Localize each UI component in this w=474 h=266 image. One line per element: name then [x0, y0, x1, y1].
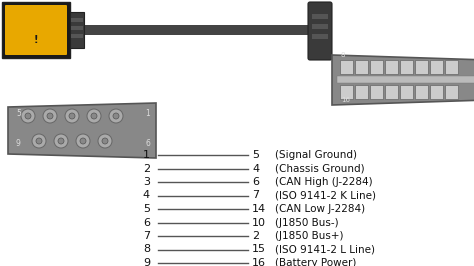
Bar: [36, 16, 40, 23]
Bar: [22, 25, 27, 30]
Bar: [355, 60, 368, 74]
Text: (Battery Power): (Battery Power): [275, 258, 356, 266]
Bar: [312, 34, 328, 39]
Circle shape: [102, 138, 108, 144]
Text: (J1850 Bus+): (J1850 Bus+): [275, 231, 344, 241]
Text: 4: 4: [252, 164, 259, 173]
Text: 8: 8: [143, 244, 150, 255]
Circle shape: [113, 113, 119, 119]
Polygon shape: [332, 55, 474, 105]
Bar: [40, 16, 44, 23]
Bar: [312, 24, 328, 29]
Text: 6: 6: [252, 177, 259, 187]
Text: 7: 7: [143, 231, 150, 241]
Bar: [415, 60, 428, 74]
Bar: [385, 85, 398, 99]
Text: 2: 2: [143, 164, 150, 173]
Bar: [430, 60, 443, 74]
Circle shape: [58, 138, 64, 144]
Text: 6: 6: [143, 218, 150, 227]
Text: 3: 3: [143, 177, 150, 187]
Bar: [340, 85, 353, 99]
Circle shape: [109, 109, 123, 123]
Bar: [400, 60, 413, 74]
Text: 6: 6: [145, 139, 150, 148]
Bar: [337, 76, 474, 83]
Bar: [312, 14, 328, 19]
Text: 16: 16: [341, 97, 350, 103]
Text: (J1850 Bus-): (J1850 Bus-): [275, 218, 338, 227]
Circle shape: [76, 134, 90, 148]
Polygon shape: [8, 103, 156, 158]
Bar: [430, 85, 443, 99]
Bar: [70, 12, 84, 48]
Circle shape: [21, 109, 35, 123]
Bar: [84, 25, 310, 35]
Bar: [355, 85, 368, 99]
Bar: [370, 85, 383, 99]
FancyBboxPatch shape: [5, 5, 67, 55]
Circle shape: [80, 138, 86, 144]
Bar: [71, 34, 83, 38]
Circle shape: [31, 35, 41, 45]
Bar: [340, 60, 353, 74]
Bar: [71, 26, 83, 30]
Text: 14: 14: [252, 204, 266, 214]
Text: (ISO 9141-2 L Line): (ISO 9141-2 L Line): [275, 244, 375, 255]
Text: (CAN Low J-2284): (CAN Low J-2284): [275, 204, 365, 214]
Bar: [28, 16, 32, 23]
Text: 16: 16: [252, 258, 266, 266]
Text: (CAN High (J-2284): (CAN High (J-2284): [275, 177, 373, 187]
Bar: [385, 60, 398, 74]
Text: 9: 9: [16, 139, 21, 148]
Text: 1: 1: [145, 109, 150, 118]
Text: 7: 7: [252, 190, 259, 201]
Text: 9: 9: [143, 258, 150, 266]
Bar: [445, 85, 458, 99]
Bar: [2, 2, 70, 58]
Bar: [370, 60, 383, 74]
FancyBboxPatch shape: [308, 2, 332, 60]
Circle shape: [25, 113, 31, 119]
Text: 8: 8: [341, 52, 346, 58]
Circle shape: [98, 134, 112, 148]
Text: !: !: [34, 35, 38, 45]
Text: 5: 5: [16, 109, 21, 118]
Bar: [32, 16, 36, 23]
Text: 4: 4: [143, 190, 150, 201]
Text: (Signal Ground): (Signal Ground): [275, 150, 357, 160]
Text: (ISO 9141-2 K Line): (ISO 9141-2 K Line): [275, 190, 376, 201]
Text: 2: 2: [252, 231, 259, 241]
Circle shape: [91, 113, 97, 119]
Text: 10: 10: [252, 218, 266, 227]
Bar: [415, 85, 428, 99]
Bar: [445, 60, 458, 74]
Circle shape: [54, 134, 68, 148]
Circle shape: [65, 109, 79, 123]
Circle shape: [36, 138, 42, 144]
Circle shape: [47, 113, 53, 119]
Circle shape: [87, 109, 101, 123]
Text: 5: 5: [252, 150, 259, 160]
Text: 1: 1: [143, 150, 150, 160]
Circle shape: [69, 113, 75, 119]
Bar: [71, 18, 83, 22]
Bar: [26, 22, 46, 36]
Bar: [45, 25, 50, 30]
Text: 15: 15: [252, 244, 266, 255]
Text: 5: 5: [143, 204, 150, 214]
Bar: [400, 85, 413, 99]
Circle shape: [32, 134, 46, 148]
Circle shape: [43, 109, 57, 123]
Text: (Chassis Ground): (Chassis Ground): [275, 164, 365, 173]
